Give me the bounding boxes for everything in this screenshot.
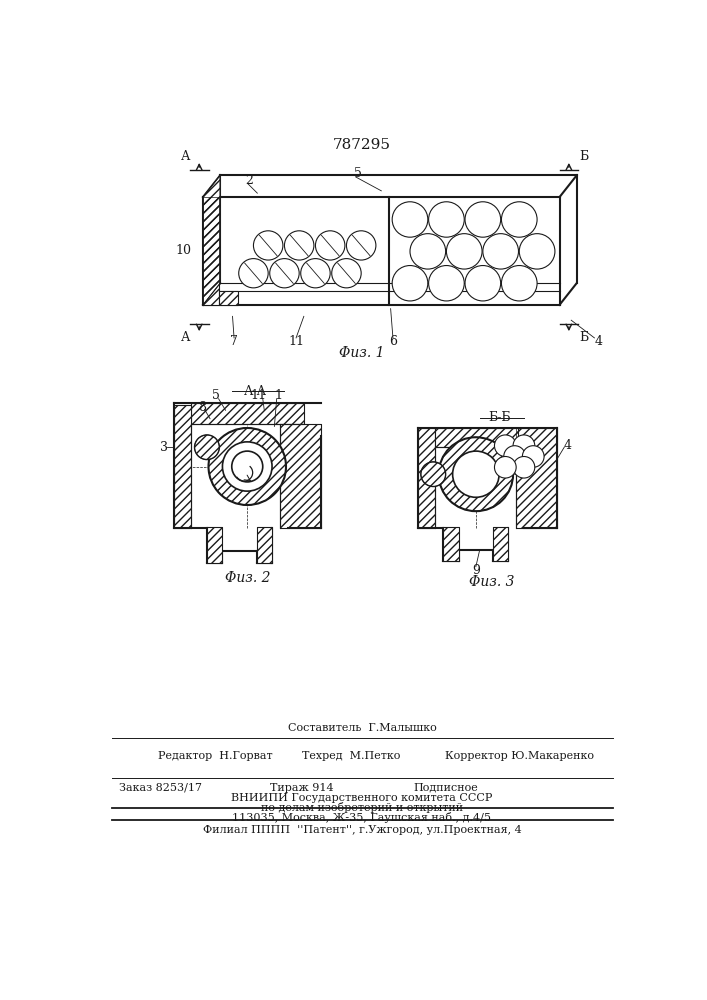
Circle shape — [239, 259, 268, 288]
Text: 5: 5 — [354, 167, 362, 180]
Text: 9: 9 — [472, 564, 480, 577]
Text: А: А — [180, 331, 190, 344]
Circle shape — [428, 266, 464, 301]
Bar — [280, 424, 321, 528]
Circle shape — [513, 435, 534, 456]
Bar — [493, 527, 508, 561]
Bar — [516, 428, 557, 528]
Bar — [435, 428, 518, 447]
Text: 7: 7 — [230, 335, 238, 348]
Circle shape — [501, 266, 537, 301]
Bar — [218, 291, 238, 305]
Bar — [443, 527, 459, 561]
Text: Тираж 914: Тираж 914 — [271, 783, 334, 793]
Text: Заказ 8253/17: Заказ 8253/17 — [119, 783, 202, 793]
Text: Φиз. 3: Φиз. 3 — [469, 575, 514, 589]
Circle shape — [232, 451, 263, 482]
Text: 113035, Москва, Ж-35, Гаушская наб., д.4/5: 113035, Москва, Ж-35, Гаушская наб., д.4… — [233, 812, 491, 823]
Text: 11: 11 — [288, 335, 304, 348]
Text: Редактор  Н.Горват: Редактор Н.Горват — [158, 751, 273, 761]
Bar — [516, 428, 557, 528]
Bar — [493, 527, 508, 561]
Text: 1: 1 — [274, 389, 282, 402]
Circle shape — [392, 202, 428, 237]
Circle shape — [494, 456, 516, 478]
Circle shape — [501, 202, 537, 237]
Text: 787295: 787295 — [333, 138, 391, 152]
Text: Б: Б — [580, 150, 589, 163]
Polygon shape — [203, 175, 220, 305]
Circle shape — [452, 451, 499, 497]
Circle shape — [504, 446, 525, 467]
Text: Техред  М.Петко: Техред М.Петко — [301, 751, 400, 761]
Bar — [174, 405, 192, 528]
Text: 10: 10 — [176, 244, 192, 257]
Text: А-А: А-А — [243, 385, 267, 398]
Circle shape — [519, 234, 555, 269]
Text: по делам изобретерий и открытий: по делам изобретерий и открытий — [261, 802, 463, 813]
Circle shape — [483, 234, 518, 269]
Circle shape — [253, 231, 283, 260]
Circle shape — [346, 231, 376, 260]
Text: Корректор Ю.Макаренко: Корректор Ю.Макаренко — [445, 751, 594, 761]
Circle shape — [522, 446, 544, 467]
Circle shape — [410, 234, 445, 269]
Text: 5: 5 — [212, 389, 220, 402]
Text: 3: 3 — [160, 441, 168, 454]
Text: 4: 4 — [563, 439, 571, 452]
Bar — [207, 527, 223, 563]
Circle shape — [465, 266, 501, 301]
Bar — [443, 527, 459, 561]
Circle shape — [438, 437, 513, 511]
Text: Подписное: Подписное — [414, 783, 479, 793]
Text: 8: 8 — [198, 401, 206, 414]
Text: Составитель  Г.Малышко: Составитель Г.Малышко — [288, 723, 436, 733]
Circle shape — [421, 462, 445, 487]
Text: Φиз. 2: Φиз. 2 — [225, 571, 270, 585]
Circle shape — [513, 456, 534, 478]
Circle shape — [194, 435, 219, 460]
Text: 4: 4 — [595, 335, 602, 348]
Bar — [207, 527, 223, 563]
Circle shape — [209, 428, 286, 505]
Text: Φиз. 1: Φиз. 1 — [339, 346, 385, 360]
Bar — [435, 428, 518, 447]
Circle shape — [446, 234, 482, 269]
Bar — [257, 527, 272, 563]
Text: 6: 6 — [389, 335, 397, 348]
Circle shape — [270, 259, 299, 288]
Text: Филиал ПППП  ''Патент'', г.Ужгород, ул.Проектная, 4: Филиал ПППП ''Патент'', г.Ужгород, ул.Пр… — [203, 825, 521, 835]
Text: Б-Б: Б-Б — [488, 411, 510, 424]
Circle shape — [315, 231, 345, 260]
Text: ВНИИПИ Государственного комитета СССР: ВНИИПИ Государственного комитета СССР — [231, 793, 493, 803]
Circle shape — [392, 266, 428, 301]
Bar — [418, 428, 435, 528]
Circle shape — [494, 435, 516, 456]
Circle shape — [223, 442, 272, 491]
Bar — [203, 197, 218, 305]
Circle shape — [465, 202, 501, 237]
Text: 11: 11 — [251, 389, 267, 402]
Bar — [257, 527, 272, 563]
Circle shape — [300, 259, 330, 288]
Bar — [218, 291, 238, 305]
Bar — [203, 197, 218, 305]
Text: А: А — [180, 150, 190, 163]
Bar — [192, 403, 304, 424]
Circle shape — [428, 202, 464, 237]
Circle shape — [284, 231, 314, 260]
Circle shape — [332, 259, 361, 288]
Text: 2: 2 — [245, 174, 254, 187]
Bar — [192, 403, 304, 424]
Bar — [418, 428, 435, 528]
Bar — [174, 405, 192, 528]
Bar — [280, 424, 321, 528]
Text: Б: Б — [580, 331, 589, 344]
